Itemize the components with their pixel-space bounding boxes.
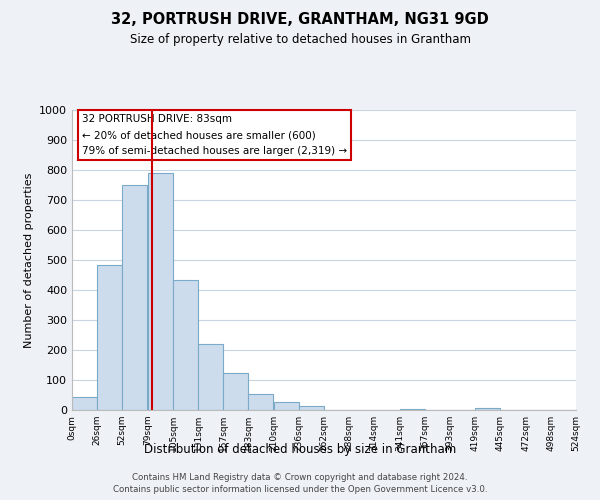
Y-axis label: Number of detached properties: Number of detached properties <box>23 172 34 348</box>
Text: Distribution of detached houses by size in Grantham: Distribution of detached houses by size … <box>144 442 456 456</box>
Bar <box>223 372 248 410</box>
Text: 32 PORTRUSH DRIVE: 83sqm
← 20% of detached houses are smaller (600)
79% of semi-: 32 PORTRUSH DRIVE: 83sqm ← 20% of detach… <box>82 114 347 156</box>
Bar <box>72 396 97 410</box>
Bar <box>299 406 324 410</box>
Bar <box>173 280 198 410</box>
Text: Contains public sector information licensed under the Open Government Licence v3: Contains public sector information licen… <box>113 485 487 494</box>
Bar <box>198 344 223 410</box>
Bar <box>122 185 147 410</box>
Text: Size of property relative to detached houses in Grantham: Size of property relative to detached ho… <box>130 32 470 46</box>
Bar <box>274 402 299 410</box>
Text: 32, PORTRUSH DRIVE, GRANTHAM, NG31 9GD: 32, PORTRUSH DRIVE, GRANTHAM, NG31 9GD <box>111 12 489 28</box>
Bar <box>400 408 425 410</box>
Text: Contains HM Land Registry data © Crown copyright and database right 2024.: Contains HM Land Registry data © Crown c… <box>132 472 468 482</box>
Bar <box>475 408 500 410</box>
Bar <box>248 394 273 410</box>
Bar <box>97 264 122 410</box>
Bar <box>148 173 173 410</box>
